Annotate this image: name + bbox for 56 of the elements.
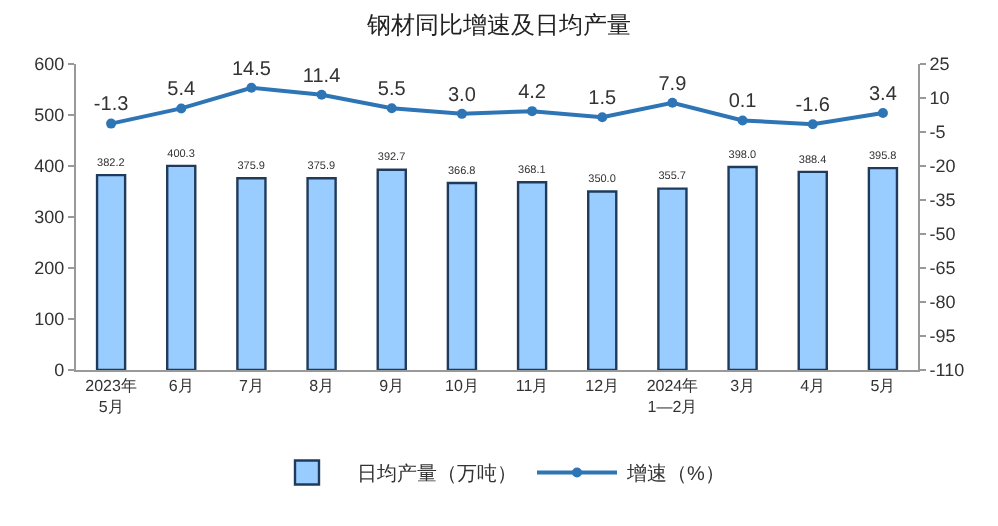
chart-title: 钢材同比增速及日均产量	[365, 10, 631, 39]
data-label: 5.5	[377, 78, 407, 101]
point	[737, 115, 748, 126]
point	[246, 82, 257, 93]
data-label: 3.4	[869, 83, 898, 106]
data-label: 5.4	[167, 79, 197, 102]
point	[807, 119, 818, 130]
x-tick-label: 4月	[800, 377, 826, 396]
y2-tick-label: -80	[929, 292, 956, 313]
data-label: -1.3	[93, 94, 130, 117]
point	[316, 89, 327, 100]
point	[176, 103, 187, 114]
x-tick-label: 8月	[309, 377, 335, 396]
x-tick-label: 2023年 5月	[85, 377, 137, 416]
point	[106, 118, 117, 129]
point	[386, 103, 397, 114]
x-tick-label: 7月	[238, 377, 264, 396]
x-tick-label: 2024年 1—2月	[646, 377, 699, 416]
y2-tick-label: -35	[929, 190, 956, 211]
y-tick-label: 0	[54, 360, 65, 381]
x-tick-label: 9月	[379, 377, 405, 396]
data-label: 11.4	[302, 65, 342, 88]
data-label: 14.5	[231, 58, 272, 81]
legend-label: 日均产量（万吨）	[357, 462, 517, 487]
y-tick-label: 600	[34, 54, 65, 75]
data-label: 7.9	[658, 73, 688, 96]
x-tick-label: 10月	[445, 377, 479, 396]
y2-tick-label: -110	[929, 360, 965, 381]
data-label: 3.0	[448, 84, 477, 107]
data-label: 0.1	[728, 91, 758, 114]
point	[597, 112, 608, 123]
y2-tick-label: -20	[929, 156, 956, 177]
y2-tick-label: -50	[929, 224, 956, 245]
x-tick-label: 11月	[515, 377, 549, 396]
y-tick-label: 400	[34, 156, 65, 177]
y2-tick-label: -5	[929, 122, 946, 143]
y2-tick-label: -65	[929, 258, 956, 279]
x-tick-label: 3月	[730, 377, 756, 396]
point	[456, 108, 467, 119]
x-tick-label: 12月	[585, 377, 620, 396]
data-label: 1.5	[588, 88, 618, 111]
point	[667, 97, 678, 108]
x-tick-label: 6月	[168, 377, 194, 396]
point	[877, 107, 888, 118]
point	[527, 106, 538, 117]
y2-tick-label: 25	[929, 54, 950, 75]
y-tick-label: 500	[34, 105, 65, 126]
y2-tick-label: -95	[929, 326, 956, 347]
y-tick-label: 100	[34, 309, 65, 330]
legend-label: 增速（%）	[625, 462, 725, 487]
x-tick-label: 5月	[870, 377, 896, 396]
y2-tick-label: 10	[929, 88, 950, 109]
y-tick-label: 200	[34, 258, 65, 279]
data-label: -1.6	[795, 95, 831, 118]
y-tick-label: 300	[34, 207, 65, 228]
data-label: 4.2	[518, 81, 547, 104]
